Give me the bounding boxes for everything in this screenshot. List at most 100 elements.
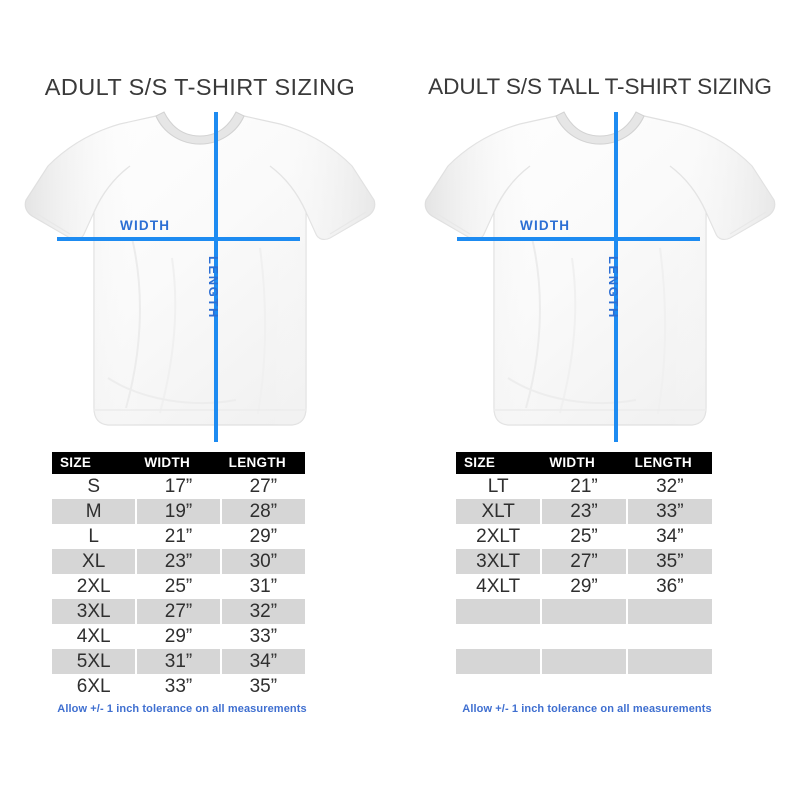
cell-width: 17” (136, 474, 222, 499)
cell-length: 28” (220, 499, 305, 524)
tolerance-note-standard: Allow +/- 1 inch tolerance on all measur… (57, 703, 307, 715)
table-row-empty (456, 624, 712, 649)
cell-width: 29” (136, 624, 222, 649)
cell-length: 27” (220, 474, 305, 499)
size-table-header: SIZE WIDTH LENGTH (456, 452, 712, 474)
cell-length (626, 649, 712, 674)
tshirt-right-sleeve-seam (669, 165, 707, 213)
cell-length: 31” (220, 574, 305, 599)
cell-size: M (52, 499, 138, 524)
tshirt-fold-4 (107, 377, 237, 405)
table-row: LT 21” 32” (456, 474, 712, 499)
size-table-body: LT 21” 32” XLT 23” 33” 2XLT 25” 34” 3XLT… (456, 474, 712, 699)
cell-size: 5XL (52, 649, 138, 674)
tolerance-note-tall: Allow +/- 1 inch tolerance on all measur… (462, 703, 712, 715)
cell-width: 19” (136, 499, 222, 524)
cell-size: L (52, 524, 138, 549)
cell-width: 21” (136, 524, 222, 549)
table-row-empty (456, 649, 712, 674)
table-row-empty (456, 599, 712, 624)
cell-length (626, 599, 712, 624)
table-row: 4XLT 29” 36” (456, 574, 712, 599)
cell-width: 23” (136, 549, 222, 574)
tshirt-right-sleeve-seam (269, 165, 307, 213)
cell-size: 3XL (52, 599, 138, 624)
tshirt-fold-3 (257, 247, 267, 415)
length-label: LENGTH (606, 256, 621, 320)
cell-size: 3XLT (456, 549, 543, 574)
cell-width: 27” (136, 599, 222, 624)
cell-length: 33” (626, 499, 712, 524)
column-header-size: SIZE (456, 452, 542, 474)
width-label: WIDTH (520, 218, 571, 233)
tshirt-fold-4 (507, 377, 637, 405)
tshirt-left-sleeve-seam (493, 165, 531, 213)
length-measurement-line (214, 112, 218, 442)
cell-length: 32” (220, 599, 305, 624)
cell-size: 6XL (52, 674, 138, 699)
table-row: 2XL 25” 31” (52, 574, 305, 599)
tshirt-diagram-tall: WIDTH LENGTH (422, 108, 778, 446)
tshirt-right-sleeve-hem (729, 211, 767, 235)
tshirt-fold-3 (657, 247, 667, 415)
cell-size: 2XLT (456, 524, 543, 549)
size-table-header: SIZE WIDTH LENGTH (52, 452, 305, 474)
table-row: 5XL 31” 34” (52, 649, 305, 674)
cell-length: 32” (626, 474, 712, 499)
cell-width: 23” (541, 499, 628, 524)
cell-size: 4XLT (456, 574, 543, 599)
table-header-row: SIZE WIDTH LENGTH (456, 452, 712, 474)
cell-width (541, 599, 628, 624)
length-measurement-line (614, 112, 618, 442)
page-title-tall: ADULT S/S TALL T-SHIRT SIZING (428, 74, 772, 99)
table-header-row: SIZE WIDTH LENGTH (52, 452, 305, 474)
cell-length: 34” (220, 649, 305, 674)
table-row: 6XL 33” 35” (52, 674, 305, 699)
cell-size: LT (456, 474, 543, 499)
width-measurement-line (57, 237, 300, 241)
tshirt-left-sleeve-hem (33, 211, 71, 235)
table-row: 3XL 27” 32” (52, 599, 305, 624)
cell-size (456, 649, 543, 674)
cell-length (626, 624, 712, 649)
cell-length: 35” (626, 549, 712, 574)
cell-length: 29” (220, 524, 305, 549)
cell-width (541, 649, 628, 674)
page-title-standard: ADULT S/S T-SHIRT SIZING (44, 74, 356, 100)
sizing-panel-tall: ADULT S/S TALL T-SHIRT SIZING (400, 0, 800, 800)
table-row: 4XL 29” 33” (52, 624, 305, 649)
column-header-width: WIDTH (541, 452, 627, 474)
size-table-standard: SIZE WIDTH LENGTH S 17” 27” M 19” 28” L (52, 452, 305, 699)
size-table-tall: SIZE WIDTH LENGTH LT 21” 32” XLT 23” 33”… (456, 452, 712, 699)
cell-length: 30” (220, 549, 305, 574)
tshirt-shading (425, 116, 775, 425)
cell-length: 35” (220, 674, 305, 699)
tshirt-illustration-icon (424, 111, 776, 426)
tshirt-collar (155, 111, 245, 145)
cell-width: 25” (136, 574, 222, 599)
tshirt-left-sleeve-seam (93, 165, 131, 213)
tshirt-diagram-standard: WIDTH LENGTH (22, 108, 378, 446)
width-label: WIDTH (120, 218, 171, 233)
cell-size: XL (52, 549, 138, 574)
table-row-empty (456, 674, 712, 699)
cell-width: 25” (541, 524, 628, 549)
tshirt-illustration-icon (24, 111, 376, 426)
length-label: LENGTH (206, 256, 221, 320)
tshirt-right-sleeve-hem (329, 211, 367, 235)
tshirt-fold-2 (159, 257, 177, 414)
cell-width: 27” (541, 549, 628, 574)
tshirt-shading (25, 116, 375, 425)
table-row: XL 23” 30” (52, 549, 305, 574)
cell-width (541, 624, 628, 649)
cell-length: 36” (626, 574, 712, 599)
column-header-length: LENGTH (220, 452, 305, 474)
cell-width: 29” (541, 574, 628, 599)
cell-size: XLT (456, 499, 543, 524)
cell-size (456, 624, 543, 649)
cell-size (456, 674, 543, 699)
tshirt-collar (555, 111, 645, 145)
tshirt-left-sleeve-hem (433, 211, 471, 235)
column-header-width: WIDTH (136, 452, 221, 474)
